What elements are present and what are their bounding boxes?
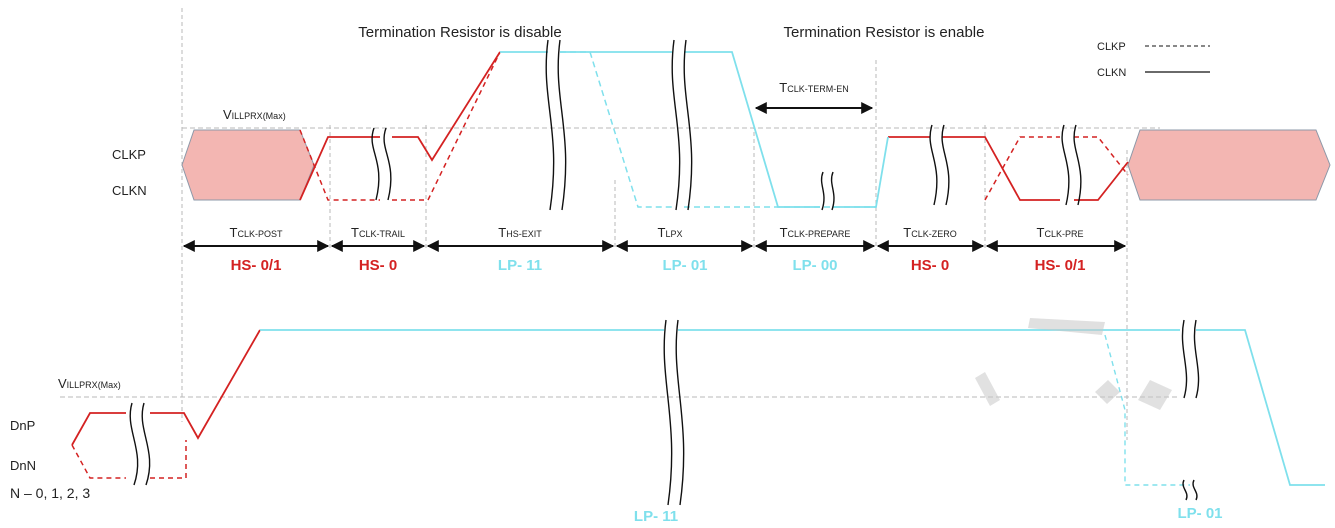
- data-break-marks: [129, 319, 1200, 506]
- segment-states: HS- 0/1 HS- 0 LP- 11 LP- 01 LP- 00 HS- 0…: [231, 257, 1086, 274]
- lane-index-label: N – 0, 1, 2, 3: [10, 485, 90, 501]
- seg-label-2: THS-EXIT: [498, 225, 542, 240]
- seg-state-4: LP- 00: [792, 257, 837, 274]
- seg-state-5: HS- 0: [911, 257, 949, 274]
- seg-label-5-main: T: [903, 225, 911, 240]
- seg-label-5-sub: CLK-ZERO: [911, 229, 957, 239]
- seg-label-3-sub: LPX: [665, 229, 682, 239]
- break-marks: [371, 39, 1082, 211]
- seg-label-2-sub: HS-EXIT: [506, 229, 542, 239]
- dnn-lane-label: DnN: [10, 458, 36, 473]
- dnn-hs-trace: [71, 440, 187, 479]
- seg-label-0-main: T: [230, 225, 238, 240]
- seg-label-1-main: T: [351, 225, 359, 240]
- seg-label-3: TLPX: [658, 225, 683, 240]
- clk-lp-dashed-trace: [560, 51, 876, 208]
- seg-label-1: TCLK-TRAIL: [351, 225, 405, 240]
- vertical-guides: [181, 8, 1128, 440]
- seg-label-6-sub: CLK-PRE: [1044, 229, 1083, 239]
- seg-label-4: TCLK-PREPARE: [780, 225, 851, 240]
- term-en-label: TCLK-TERM-EN: [779, 80, 848, 95]
- seg-state-6: HS- 0/1: [1035, 257, 1086, 274]
- clkp-hs-trace: [299, 51, 1129, 201]
- threshold-lines: [60, 127, 1180, 398]
- clock-threshold-main: V: [223, 107, 232, 122]
- watermark-artifact: [975, 318, 1172, 410]
- term-en-sub: CLK-TERM-EN: [787, 84, 849, 94]
- dnp-lane-label: DnP: [10, 418, 35, 433]
- data-lp-dashed-trace: [1104, 334, 1190, 486]
- data-state-end: LP- 01: [1177, 505, 1222, 522]
- dnp-hs-trace: [71, 329, 261, 446]
- seg-state-3: LP- 01: [662, 257, 707, 274]
- term-disable-label: Termination Resistor is disable: [358, 24, 561, 41]
- data-threshold-main: V: [58, 376, 67, 391]
- seg-state-0: HS- 0/1: [231, 257, 282, 274]
- hs-fill-right: [1127, 129, 1331, 201]
- seg-label-0: TCLK-POST: [230, 225, 283, 240]
- seg-label-2-main: T: [498, 225, 506, 240]
- clock-threshold-sub: ILLPRX(Max): [232, 111, 286, 121]
- data-lp-trace: [260, 329, 1325, 486]
- data-state-mid: LP- 11: [634, 508, 678, 525]
- term-en-main: T: [779, 80, 787, 95]
- hs-fill-left: [181, 129, 315, 201]
- legend-clkp-label: CLKP: [1097, 41, 1126, 53]
- clock-threshold-label: VILLPRX(Max): [223, 107, 286, 122]
- seg-state-2: LP- 11: [498, 257, 542, 274]
- legend: CLKP CLKN: [1097, 41, 1210, 79]
- seg-label-5: TCLK-ZERO: [903, 225, 956, 240]
- data-threshold-label: VILLPRX(Max): [58, 376, 121, 391]
- data-threshold-sub: ILLPRX(Max): [67, 380, 121, 390]
- clkn-hs-trace: [299, 51, 1129, 201]
- clkn-lane-label: CLKN: [112, 183, 147, 198]
- segment-labels: TCLK-POST TCLK-TRAIL THS-EXIT TLPX TCLK-…: [230, 225, 1084, 240]
- legend-clkn-label: CLKN: [1097, 67, 1126, 79]
- seg-label-1-sub: CLK-TRAIL: [359, 229, 405, 239]
- seg-label-4-main: T: [780, 225, 788, 240]
- seg-label-4-sub: CLK-PREPARE: [788, 229, 851, 239]
- seg-label-6-main: T: [1037, 225, 1045, 240]
- clkp-lane-label: CLKP: [112, 147, 146, 162]
- term-enable-label: Termination Resistor is enable: [784, 24, 985, 41]
- seg-label-6: TCLK-PRE: [1037, 225, 1084, 240]
- seg-label-0-sub: CLK-POST: [237, 229, 283, 239]
- seg-label-3-main: T: [658, 225, 666, 240]
- seg-state-1: HS- 0: [359, 257, 397, 274]
